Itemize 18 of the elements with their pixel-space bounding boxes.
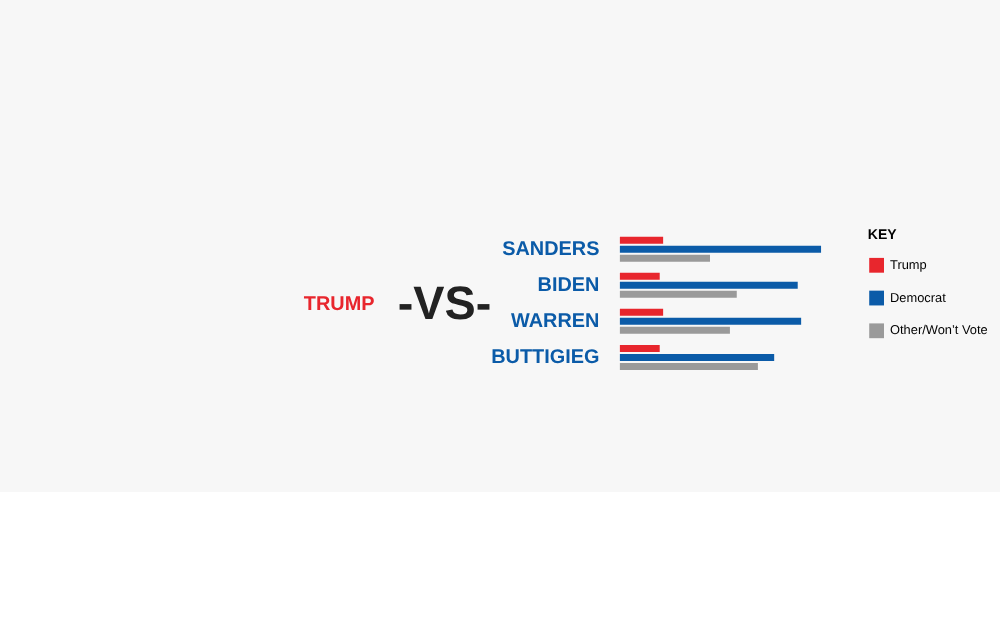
bar bbox=[619, 272, 660, 280]
bar bbox=[619, 344, 660, 352]
text: -VS- bbox=[397, 276, 492, 329]
y-tick-label: WARREN bbox=[511, 311, 600, 334]
bar bbox=[619, 245, 822, 253]
bar bbox=[619, 353, 775, 361]
bar bbox=[619, 236, 664, 244]
bar bbox=[619, 308, 664, 316]
bar bbox=[619, 254, 711, 262]
bar bbox=[619, 326, 730, 334]
y-tick-label: SANDERS bbox=[502, 239, 601, 262]
y-tick-label: BIDEN bbox=[537, 275, 600, 298]
y-tick-label: BUTTIGIEG bbox=[491, 347, 600, 370]
bar bbox=[619, 362, 758, 370]
text: TRUMP bbox=[303, 294, 376, 317]
bar bbox=[619, 317, 802, 325]
bar bbox=[619, 281, 798, 289]
bar bbox=[619, 290, 737, 298]
